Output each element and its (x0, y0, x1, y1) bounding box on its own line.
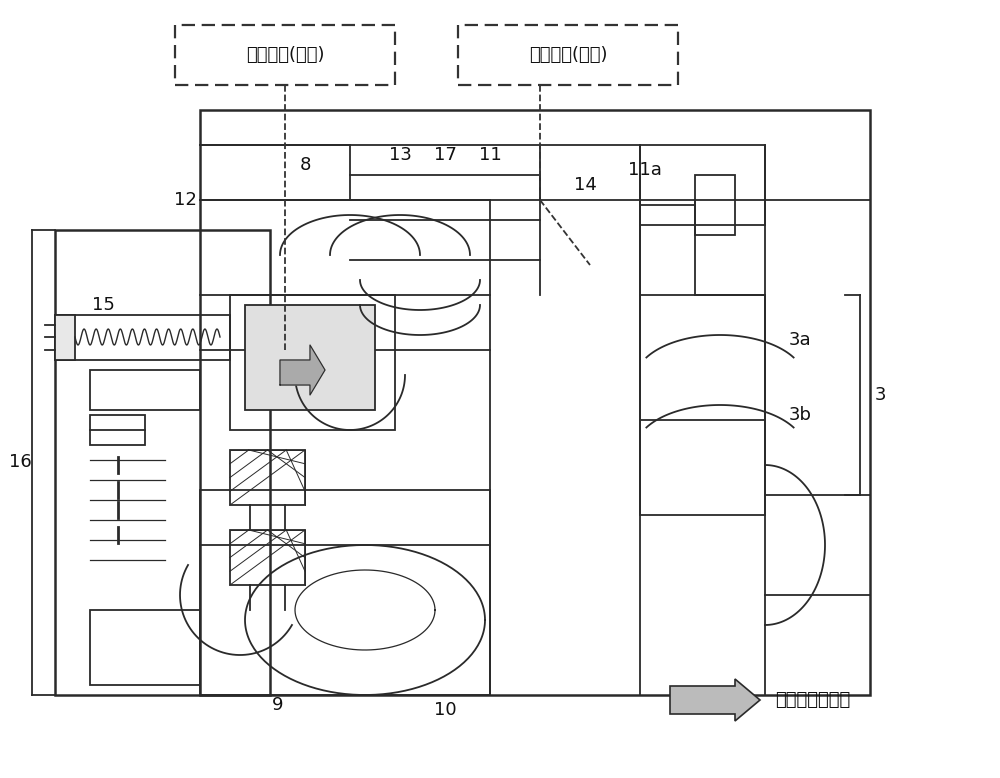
Bar (90, 415, 145, 445)
Text: 吸入压力(低压): 吸入压力(低压) (529, 46, 607, 64)
Text: 17: 17 (434, 146, 456, 164)
Text: 11a: 11a (628, 161, 662, 179)
Text: 10: 10 (434, 701, 456, 719)
Text: 9: 9 (272, 696, 284, 714)
Text: 12: 12 (174, 191, 196, 209)
Text: 3a: 3a (789, 331, 811, 349)
Bar (230, 450, 305, 505)
Bar (175, 25, 395, 85)
Bar (640, 145, 765, 225)
Bar (230, 530, 305, 585)
Bar (458, 25, 678, 85)
Polygon shape (280, 345, 325, 395)
FancyArrow shape (670, 679, 760, 721)
Text: 16: 16 (9, 453, 31, 471)
Bar (90, 370, 200, 410)
Bar (55, 230, 270, 695)
Text: 排出压力(高压): 排出压力(高压) (246, 46, 324, 64)
Bar (200, 110, 870, 695)
Text: 3b: 3b (788, 406, 812, 424)
Text: 13: 13 (389, 146, 411, 164)
Bar (640, 295, 765, 515)
Bar (245, 305, 375, 410)
Bar (230, 295, 395, 430)
Bar (695, 175, 735, 235)
Text: 3: 3 (875, 386, 887, 404)
Text: 11: 11 (479, 146, 501, 164)
Bar (55, 315, 230, 360)
Text: 14: 14 (574, 176, 596, 194)
Text: 8: 8 (299, 156, 311, 174)
Text: 排出气体的流动: 排出气体的流动 (775, 691, 850, 709)
Bar (55, 315, 75, 360)
Bar (200, 490, 490, 695)
Text: 15: 15 (92, 296, 114, 314)
Bar (90, 610, 200, 685)
